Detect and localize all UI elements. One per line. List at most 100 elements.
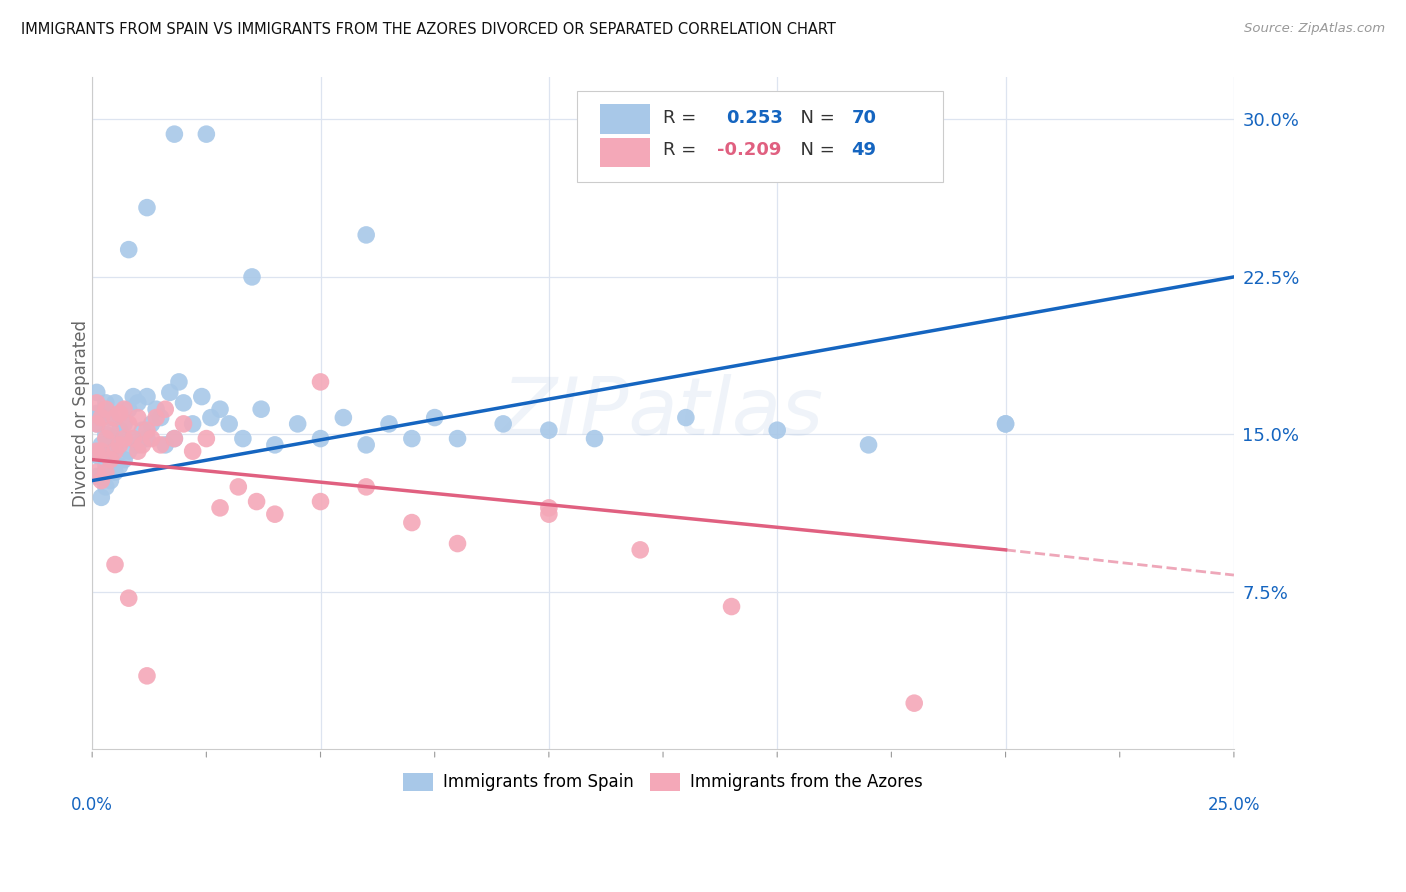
Point [240,269,263,284]
Point [100,474,122,488]
Point [104,432,127,446]
Point [122,432,145,446]
Text: 0.0%: 0.0% [72,796,112,814]
Point [209,402,232,417]
Point [181,417,204,431]
Point [903,696,925,710]
Point [127,396,149,410]
Point [149,438,172,452]
Point [163,432,186,446]
Text: 70: 70 [852,109,876,127]
Point [94,396,117,410]
Point [86,417,108,431]
Point [309,494,332,508]
Point [263,438,285,452]
Point [136,390,159,404]
Point [112,417,135,431]
Text: 25.0%: 25.0% [1208,796,1260,814]
Point [720,599,742,614]
Point [127,444,149,458]
Text: R =: R = [664,109,707,127]
Point [155,402,177,417]
Point [94,458,117,473]
Point [86,406,108,420]
Point [209,500,232,515]
Point [195,432,218,446]
Point [131,438,153,452]
Point [100,423,122,437]
Point [90,491,112,505]
Point [263,507,285,521]
Point [127,410,149,425]
Point [136,669,159,683]
Point [994,417,1017,431]
Point [537,500,560,515]
Point [118,402,141,417]
Point [309,375,332,389]
Y-axis label: Divorced or Separated: Divorced or Separated [72,320,90,507]
Point [232,432,254,446]
Point [537,507,560,521]
FancyBboxPatch shape [600,104,651,134]
Point [181,444,204,458]
Point [401,516,423,530]
Point [104,558,127,572]
Point [159,385,181,400]
Point [90,438,112,452]
Point [90,406,112,420]
Point [173,417,195,431]
Text: -0.209: -0.209 [717,141,782,159]
Point [86,469,108,483]
FancyBboxPatch shape [600,138,651,168]
Point [118,444,141,458]
Point [90,444,112,458]
Point [245,494,267,508]
Point [94,402,117,417]
Point [401,432,423,446]
Point [309,432,332,446]
Text: 0.253: 0.253 [725,109,783,127]
Point [94,480,117,494]
Point [354,227,377,242]
Point [112,452,135,467]
Point [145,410,167,425]
Point [104,465,127,479]
Point [136,423,159,437]
Point [766,423,789,437]
Point [332,410,354,425]
Point [675,410,697,425]
Point [173,396,195,410]
Point [112,402,135,417]
Point [537,423,560,437]
Point [218,417,240,431]
Text: N =: N = [789,141,841,159]
Point [994,417,1017,431]
Point [86,444,108,458]
Point [446,536,468,550]
Point [628,542,651,557]
Point [446,432,468,446]
Text: R =: R = [664,141,702,159]
Point [423,410,446,425]
Point [90,474,112,488]
Point [86,465,108,479]
Point [90,410,112,425]
Point [100,410,122,425]
Text: IMMIGRANTS FROM SPAIN VS IMMIGRANTS FROM THE AZORES DIVORCED OR SEPARATED CORREL: IMMIGRANTS FROM SPAIN VS IMMIGRANTS FROM… [21,22,837,37]
Point [118,417,141,431]
Point [354,480,377,494]
Point [104,444,127,458]
Point [195,127,218,141]
Point [104,396,127,410]
Point [191,390,214,404]
Point [86,417,108,431]
Point [108,406,131,420]
Point [149,410,172,425]
Point [118,243,141,257]
Point [167,375,190,389]
Point [378,417,401,431]
Point [108,423,131,437]
Point [100,452,122,467]
Point [131,423,153,437]
Point [94,432,117,446]
